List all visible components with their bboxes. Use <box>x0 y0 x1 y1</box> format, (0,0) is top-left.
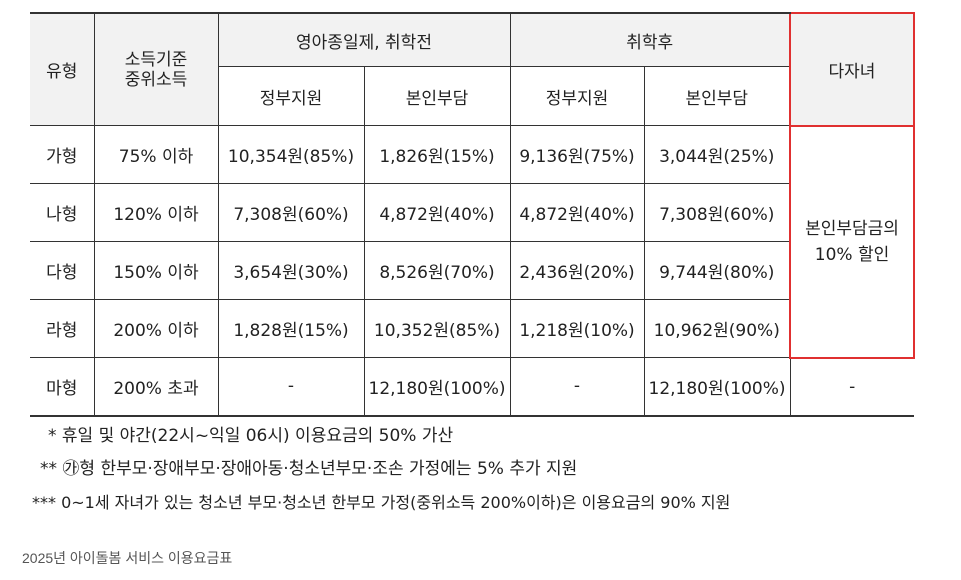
footnote: ** ㉮형 한부모·장애부모·장애아동·청소년부모·조손 가정에는 5% 추가 … <box>30 453 730 486</box>
discount-line2: 10% 할인 <box>814 244 890 265</box>
cell-type: 라형 <box>30 299 95 358</box>
header-before-self: 본인부담 <box>363 66 511 126</box>
cell-before-self: 12,180원(100%) <box>363 357 511 417</box>
cell-before-self: 1,826원(15%) <box>363 125 511 184</box>
table-row: 가형 75% 이하 10,354원(85%) 1,826원(15%) 9,136… <box>30 124 915 359</box>
header-after-self: 본인부담 <box>643 66 791 126</box>
cell-after-self: 10,962원(90%) <box>643 299 791 358</box>
cell-type: 나형 <box>30 183 95 242</box>
cell-after-gov: 4,872원(40%) <box>509 183 645 242</box>
cell-income: 150% 이하 <box>93 241 219 300</box>
footnote: * 휴일 및 야간(22시~익일 06시) 이용요금의 50% 가산 <box>30 420 730 453</box>
footnote-text: 0~1세 자녀가 있는 청소년 부모·청소년 한부모 가정(중위소득 200%이… <box>61 493 731 512</box>
fee-table: 유형 소득기준 중위소득 영아종일제, 취학전 취학후 다자녀 정부지원 본인부… <box>30 12 915 417</box>
cell-before-gov: - <box>217 357 365 417</box>
cell-before-self: 4,872원(40%) <box>363 183 511 242</box>
cell-income: 75% 이하 <box>93 125 219 184</box>
footnote-text: ㉮형 한부모·장애부모·장애아동·청소년부모·조손 가정에는 5% 추가 지원 <box>62 459 578 479</box>
cell-before-self: 10,352원(85%) <box>363 299 511 358</box>
cell-before-gov: 3,654원(30%) <box>217 241 365 300</box>
cell-multi-discount: 본인부담금의 10% 할인 <box>789 124 915 359</box>
table-row: 다형 150% 이하 3,654원(30%) 8,526원(70%) 2,436… <box>30 241 914 300</box>
footnote: *** 0~1세 자녀가 있는 청소년 부모·청소년 한부모 가정(중위소득 2… <box>30 486 730 519</box>
table-row: 나형 120% 이하 7,308원(60%) 4,872원(40%) 4,872… <box>30 183 914 242</box>
table-row: 라형 200% 이하 1,828원(15%) 10,352원(85%) 1,21… <box>30 299 914 358</box>
cell-multi: - <box>789 357 914 417</box>
footnote-mark: ** <box>40 459 57 479</box>
header-after-gov: 정부지원 <box>509 66 645 126</box>
cell-before-gov: 1,828원(15%) <box>217 299 365 358</box>
footnote-mark: *** <box>32 493 56 512</box>
header-before-gov: 정부지원 <box>217 66 365 126</box>
cell-after-self: 12,180원(100%) <box>643 357 791 417</box>
header-before-school: 영아종일제, 취학전 <box>217 12 511 67</box>
header-multi-child: 다자녀 <box>789 12 915 127</box>
cell-type: 다형 <box>30 241 95 300</box>
cell-after-self: 7,308원(60%) <box>643 183 791 242</box>
cell-after-self: 3,044원(25%) <box>643 125 791 184</box>
header-type: 유형 <box>30 12 95 126</box>
cell-before-self: 8,526원(70%) <box>363 241 511 300</box>
cell-income: 200% 이하 <box>93 299 219 358</box>
cell-type: 마형 <box>30 357 95 417</box>
cell-after-gov: 2,436원(20%) <box>509 241 645 300</box>
cell-after-self: 9,744원(80%) <box>643 241 791 300</box>
header-income-line1: 소득기준 <box>124 49 188 70</box>
cell-after-gov: 1,218원(10%) <box>509 299 645 358</box>
cell-before-gov: 7,308원(60%) <box>217 183 365 242</box>
header-income: 소득기준 중위소득 <box>93 12 219 126</box>
footnote-text: 휴일 및 야간(22시~익일 06시) 이용요금의 50% 가산 <box>61 426 454 446</box>
header-income-line2: 중위소득 <box>124 69 188 90</box>
table-row: 마형 200% 초과 - 12,180원(100%) - 12,180원(100… <box>30 357 914 417</box>
footnote-mark: * <box>48 426 57 446</box>
cell-before-gov: 10,354원(85%) <box>217 125 365 184</box>
footnotes: * 휴일 및 야간(22시~익일 06시) 이용요금의 50% 가산 ** ㉮형… <box>30 420 730 519</box>
cell-after-gov: - <box>509 357 645 417</box>
image-caption: 2025년 아이돌봄 서비스 이용요금표 <box>22 550 233 566</box>
cell-income: 120% 이하 <box>93 183 219 242</box>
header-after-school: 취학후 <box>509 12 791 67</box>
discount-line1: 본인부담금의 <box>805 218 899 239</box>
cell-after-gov: 9,136원(75%) <box>509 125 645 184</box>
cell-income: 200% 초과 <box>93 357 219 417</box>
cell-type: 가형 <box>30 125 95 184</box>
